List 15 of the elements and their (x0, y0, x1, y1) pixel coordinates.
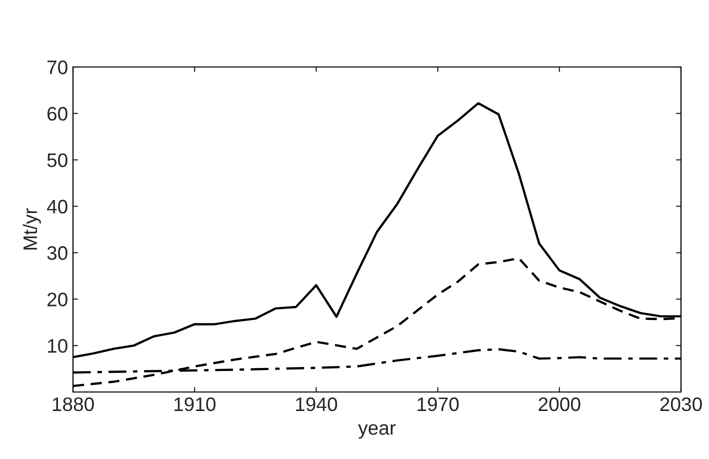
x-tick-label: 1970 (418, 397, 459, 412)
x-tick-label: 2030 (660, 397, 702, 412)
y-tick-label: 50 (47, 153, 68, 168)
y-tick-label: 60 (48, 106, 68, 121)
x-tick-label: 1880 (52, 397, 94, 412)
y-tick-label: 70 (48, 60, 68, 74)
x-tick-label: 2000 (538, 397, 580, 412)
y-axis-title: Mt/yr (22, 208, 41, 250)
y-tick-label: 40 (46, 200, 68, 214)
x-tick-label: 1910 (174, 397, 216, 412)
x-tick-label: 1940 (296, 397, 338, 412)
x-axis-title: year (358, 424, 396, 439)
y-tick-label: 20 (47, 292, 68, 306)
y-tick-label: 30 (47, 246, 68, 260)
y-tick-label: 10 (48, 339, 68, 353)
